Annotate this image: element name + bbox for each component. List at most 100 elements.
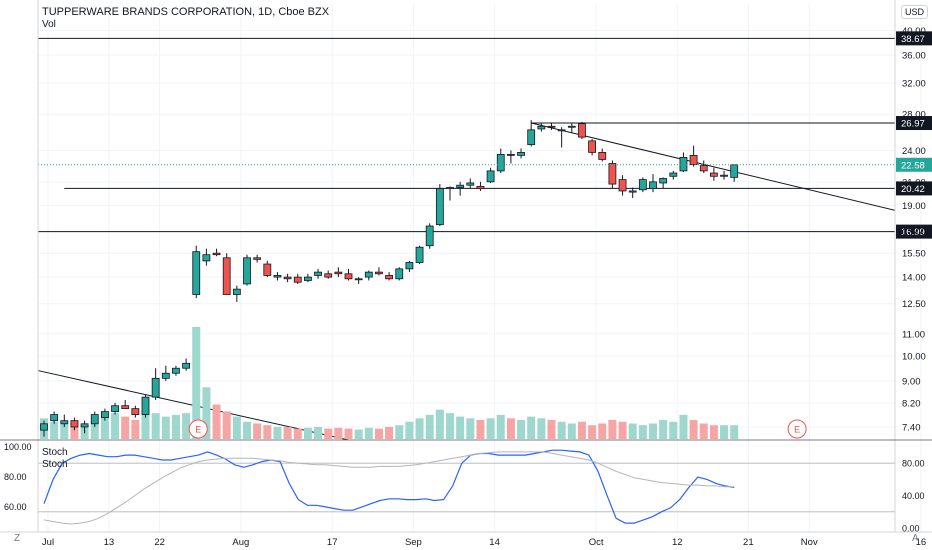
- volume-bar: [60, 423, 69, 439]
- candle-body: [161, 372, 170, 379]
- volume-bar: [344, 428, 353, 439]
- earnings-marker: [787, 419, 807, 439]
- candle-body: [263, 263, 272, 276]
- candle-body: [375, 271, 383, 275]
- candle-body: [50, 414, 59, 422]
- stoch-left-tick: 60.00: [4, 502, 27, 512]
- volume-bar: [202, 387, 211, 439]
- price-tick-label: 19.00: [902, 201, 926, 212]
- level-label-box: [896, 224, 932, 239]
- price-tick-label: 32.00: [902, 78, 926, 89]
- stoch-right-tick: 80.00: [902, 459, 925, 469]
- volume-bar: [709, 425, 718, 439]
- volume-bar: [405, 421, 414, 439]
- time-tick-label: 21: [743, 537, 754, 548]
- volume-bar: [212, 404, 221, 439]
- candle-body: [324, 273, 333, 278]
- trendlines[interactable]: [37, 122, 896, 441]
- candle-body: [141, 396, 150, 415]
- volume-bar: [466, 418, 475, 439]
- candle-body: [111, 405, 119, 412]
- level-label-box: [896, 31, 932, 46]
- stoch-legend-d: Stoch: [42, 459, 68, 470]
- volume-bar: [374, 428, 383, 439]
- price-tick-label: 40.00: [902, 26, 926, 37]
- candle-body: [344, 273, 353, 280]
- volume-bar: [628, 423, 637, 439]
- candle-body: [699, 165, 708, 172]
- horizontal-levels[interactable]: 38.67 26.97 20.42 16.99: [38, 31, 932, 239]
- candle-body: [395, 268, 404, 280]
- chart-title: TUPPERWARE BRANDS CORPORATION, 1D, Cboe …: [42, 6, 330, 18]
- volume-bar: [547, 420, 556, 439]
- time-tick-label: Aug: [232, 537, 249, 548]
- stoch-d-line: [43, 451, 735, 525]
- level-label-box: [896, 116, 932, 131]
- candle-body: [101, 411, 109, 419]
- candle-body: [517, 152, 525, 156]
- grid-lines: [38, 4, 922, 532]
- volume-bar: [588, 425, 597, 439]
- time-tick-label: Jul: [42, 537, 54, 548]
- price-tick-label: 15.50: [902, 249, 926, 260]
- candle-body: [121, 405, 130, 410]
- earnings-marker: [188, 419, 208, 439]
- price-tick-label: 14.00: [902, 273, 926, 284]
- volume-bar: [283, 426, 292, 439]
- level-label: 20.42: [901, 184, 925, 195]
- volume-bar: [171, 414, 180, 439]
- candle-body: [476, 185, 485, 190]
- candle-body: [659, 178, 668, 184]
- candle-body: [588, 140, 596, 153]
- candle-body: [253, 257, 262, 260]
- candle-body: [273, 275, 282, 278]
- price-tick-label: 11.00: [902, 329, 925, 340]
- candle-body: [364, 271, 373, 278]
- candle-body: [506, 153, 515, 156]
- volume-bar: [121, 416, 130, 439]
- candle-body: [730, 164, 739, 178]
- candle-body: [618, 179, 627, 192]
- volume-bar: [577, 421, 586, 439]
- volume-bar: [415, 418, 424, 439]
- last-price-label: 22.58: [901, 160, 925, 171]
- time-tick-label: Oct: [589, 537, 604, 548]
- earnings-marker-label: E: [195, 425, 201, 435]
- price-tick-label: 21.00: [902, 177, 926, 188]
- candle-body: [669, 172, 678, 177]
- stoch-left-tick: 100.00: [4, 442, 32, 452]
- volume-bar: [720, 425, 729, 439]
- zoom-toggle[interactable]: Z: [14, 533, 21, 544]
- time-tick-label: 12: [672, 537, 683, 548]
- candle-body: [638, 179, 647, 191]
- auto-scale-toggle[interactable]: A: [912, 533, 919, 544]
- candle-body: [537, 125, 546, 130]
- volume-bar: [679, 414, 688, 439]
- volume-label: Vol: [42, 19, 56, 30]
- volume-bar: [669, 421, 678, 439]
- candle-body: [131, 408, 140, 415]
- candle-body: [628, 190, 637, 193]
- volume-bar: [527, 416, 536, 439]
- level-label: 16.99: [901, 227, 925, 238]
- level-label-box: [896, 181, 932, 196]
- volume-bar: [699, 423, 708, 439]
- time-tick-label: Nov: [801, 537, 818, 548]
- candle-body: [151, 377, 160, 398]
- volume-bar: [354, 429, 363, 439]
- candle-body: [689, 154, 698, 165]
- candle-body: [172, 367, 180, 374]
- currency-badge[interactable]: USD: [900, 5, 928, 19]
- stochastic-pane: 100.00 80.00 60.00 80.00 40.00 0.00: [4, 442, 925, 534]
- volume-bar: [314, 426, 323, 439]
- volume-bar: [638, 425, 647, 439]
- candle-body: [303, 276, 312, 281]
- candle-body: [415, 246, 424, 263]
- candle-body: [527, 129, 536, 146]
- candle-body: [486, 170, 495, 183]
- volume-bar: [608, 420, 617, 439]
- candle-body: [405, 262, 414, 270]
- price-tick-label: 10.00: [902, 352, 926, 363]
